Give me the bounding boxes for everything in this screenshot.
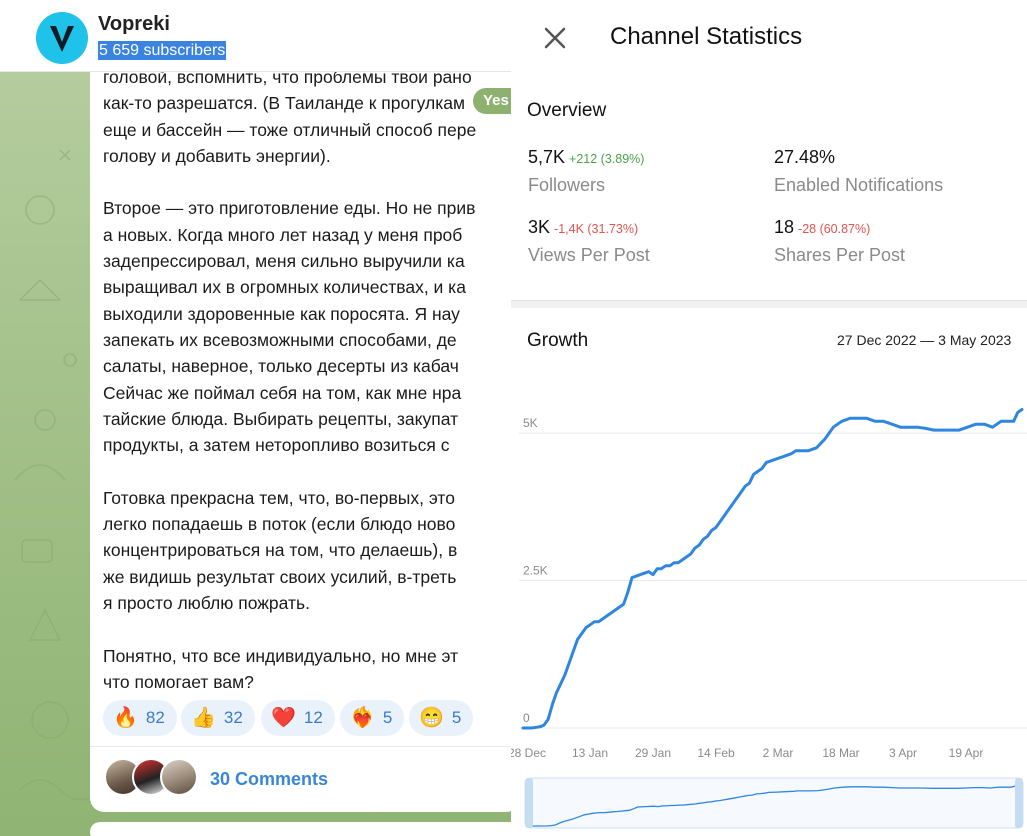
x-tick-label: 14 Feb [697,746,735,760]
close-icon[interactable] [541,24,569,52]
post-body-text: головой, вспомнить, что проблемы твои ра… [103,67,477,692]
thumbs-up-icon: 👍 [191,707,216,729]
reaction-heart-on-fire[interactable]: ❤️‍🔥 5 [340,700,405,736]
growth-line [521,408,1024,730]
views-label: Views Per Post [528,245,650,265]
reaction-count: 12 [303,708,323,727]
x-tick-label: 28 Dec [511,746,546,760]
y-tick-label: 5K [523,416,538,430]
heart-icon: ❤️ [271,707,296,729]
range-handle-right[interactable] [1015,778,1023,828]
views-value: 3K [528,217,551,237]
x-tick-label: 19 Apr [949,746,984,760]
reaction-thumbs-up[interactable]: 👍 32 [181,700,255,736]
channel-name[interactable]: Vopreki [98,13,170,35]
heart-on-fire-icon: ❤️‍🔥 [350,707,375,729]
fire-icon: 🔥 [113,707,138,729]
shares-value-row: 18 -28 (60.87%) [774,217,870,238]
navigator-line [531,785,1020,827]
x-tick-label: 13 Jan [572,746,608,760]
channel-avatar[interactable] [36,12,88,64]
reaction-grin[interactable]: 😁 5 [409,700,474,736]
x-tick-label: 18 Mar [822,746,859,760]
overview-heading: Overview [527,100,607,121]
grin-icon: 😁 [419,707,444,729]
followers-value: 5,7K [528,147,566,167]
shares-value: 18 [774,217,795,237]
channel-logo-icon [50,26,74,52]
growth-heading: Growth [527,330,589,351]
notifications-label: Enabled Notifications [774,175,944,195]
comments-link[interactable]: 30 Comments [210,769,329,789]
followers-label: Followers [528,175,606,195]
growth-chart[interactable]: 0 2.5K 5K 28 Dec 13 Jan 29 Jan 14 Feb 2 Mar 18 M… [511,360,1027,836]
reaction-count: 82 [145,708,165,727]
reaction-fire[interactable]: 🔥 82 [103,700,177,736]
chat-header[interactable]: Vopreki 5 659 subscribers [0,0,511,72]
comments-divider [90,746,520,747]
channel-statistics-panel: Channel Statistics Overview 5,7K +212 (3.… [511,0,1027,836]
shares-delta: -28 (60.87%) [798,222,871,236]
reaction-heart[interactable]: ❤️ 12 [261,700,335,736]
views-delta: -1,4K (31.73%) [554,222,639,236]
y-tick-label: 2.5K [523,564,548,578]
commenter-avatar [160,758,198,796]
x-tick-label: 2 Mar [763,746,794,760]
reaction-count: 5 [382,708,393,727]
panel-title: Channel Statistics [610,23,803,50]
followers-value-row: 5,7K +212 (3.89%) [528,147,644,168]
shares-label: Shares Per Post [774,245,906,265]
wallpaper-doodles [14,149,101,801]
followers-delta: +212 (3.89%) [569,152,645,166]
reaction-count: 5 [451,708,462,727]
notifications-value: 27.48% [774,147,836,167]
views-value-row: 3K -1,4K (31.73%) [528,217,638,238]
channel-post: головой, вспомнить, что проблемы твои ра… [90,60,520,812]
reaction-count: 32 [223,708,243,727]
section-separator [511,300,1027,308]
growth-date-range[interactable]: 27 Dec 2022 — 3 May 2023 [837,332,1012,348]
next-post-edge [90,822,520,836]
subscriber-count: 5 659 subscribers [98,41,227,60]
x-tick-label: 29 Jan [635,746,671,760]
range-handle-left[interactable] [525,778,533,828]
y-tick-label: 0 [523,711,530,725]
range-navigator [524,777,1024,829]
x-tick-label: 3 Apr [889,746,917,760]
